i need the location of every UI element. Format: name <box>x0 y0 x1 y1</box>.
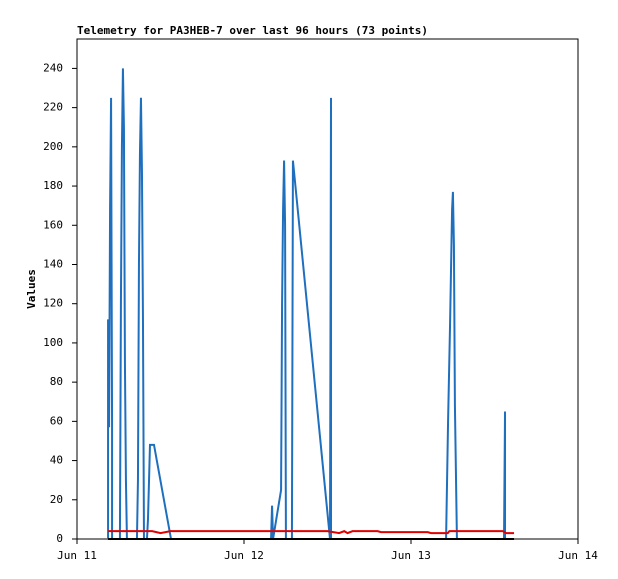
y-axis-label: Values <box>25 269 38 309</box>
y-tick-label: 120 <box>43 297 63 310</box>
y-tick-label: 200 <box>43 140 63 153</box>
y-tick-label: 60 <box>50 414 63 427</box>
x-tick-label: Jun 11 <box>57 549 97 562</box>
chart-title: Telemetry for PA3HEB-7 over last 96 hour… <box>77 24 428 37</box>
y-tick-label: 160 <box>43 218 63 231</box>
y-tick-label: 0 <box>56 532 63 545</box>
x-tick-label: Jun 12 <box>224 549 264 562</box>
x-tick-label: Jun 14 <box>558 549 598 562</box>
y-tick-label: 80 <box>50 375 63 388</box>
y-tick-label: 20 <box>50 493 63 506</box>
y-tick-label: 180 <box>43 179 63 192</box>
series-line <box>107 68 507 540</box>
y-tick-label: 140 <box>43 257 63 270</box>
y-tick-label: 220 <box>43 101 63 114</box>
series-line <box>108 530 515 535</box>
x-tick-label: Jun 13 <box>391 549 431 562</box>
y-tick-label: 40 <box>50 454 63 467</box>
y-tick-label: 100 <box>43 336 63 349</box>
y-tick-label: 240 <box>43 61 63 74</box>
plot-frame <box>76 38 579 540</box>
